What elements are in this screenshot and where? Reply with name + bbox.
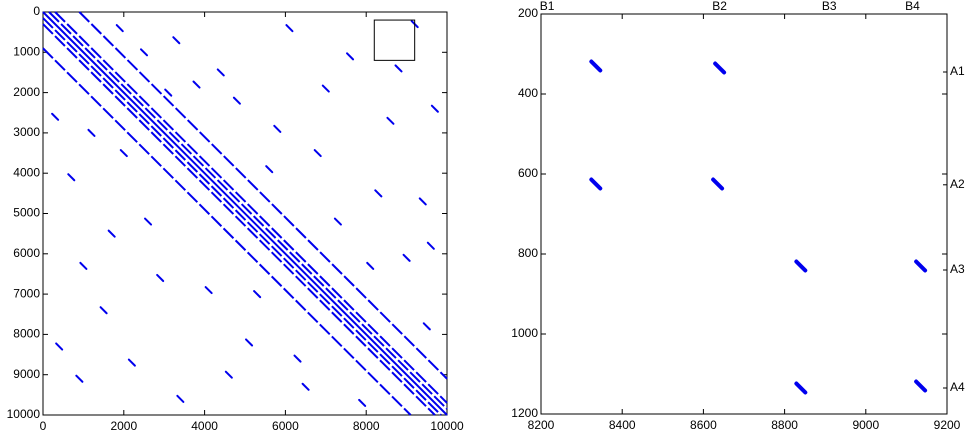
diagonal [42, 11, 448, 416]
sparse-entry [127, 358, 136, 367]
sparse-entry [204, 286, 213, 295]
sparse-entry [293, 354, 302, 363]
y-tick-label: 3000 [13, 125, 40, 139]
right-tick-label: A4 [950, 380, 965, 394]
sparse-entry [79, 261, 88, 270]
top-tick-label: B3 [822, 0, 837, 13]
sparse-entry [301, 382, 310, 391]
x-tick-label: 4000 [191, 419, 218, 433]
sparse-entry [156, 273, 165, 283]
right-tick-label: A2 [950, 177, 965, 191]
sparse-entry [253, 290, 262, 299]
x-tick-label: 2000 [110, 419, 137, 433]
y-tick-label: 1200 [511, 406, 538, 420]
sparse-entry [589, 177, 603, 191]
right-tick-label: A3 [950, 262, 965, 276]
top-tick-label: B4 [905, 0, 920, 13]
y-tick-label: 4000 [13, 165, 40, 179]
sparse-entry [176, 394, 185, 403]
y-tick-label: 10000 [7, 407, 41, 421]
diagonal [42, 17, 442, 416]
sparse-entry [914, 379, 928, 393]
right-tick-label: A1 [950, 64, 965, 78]
sparse-entry [273, 124, 282, 133]
x-tick-label: 9000 [852, 418, 879, 432]
top-tick-label: B1 [540, 0, 555, 13]
sparse-entry [426, 241, 435, 250]
sparse-entry [265, 165, 274, 174]
sparse-entry [232, 96, 241, 105]
diagonal [48, 11, 448, 410]
zoom-box [373, 19, 416, 61]
y-tick-label: 7000 [13, 286, 40, 300]
y-tick-label: 6000 [13, 246, 40, 260]
sparse-entry [321, 84, 330, 93]
sparse-entry [794, 381, 808, 395]
sparse-entry [358, 398, 367, 407]
sparse-entry [418, 197, 427, 206]
y-tick-label: 800 [518, 246, 538, 260]
sparse-entry [67, 173, 76, 182]
diagonal [78, 11, 448, 380]
y-tick-label: 1000 [13, 44, 40, 58]
x-tick-label: 8200 [528, 418, 555, 432]
sparse-entry [144, 217, 153, 226]
sparse-entry [75, 374, 84, 383]
y-tick-label: 0 [33, 4, 40, 18]
sparse-entry [374, 189, 383, 198]
diagonal [42, 47, 412, 416]
sparse-entry [192, 80, 201, 89]
sparse-entry [51, 112, 60, 121]
sparse-entry [55, 342, 64, 351]
x-tick-label: 8800 [771, 418, 798, 432]
x-tick-label: 9200 [934, 418, 961, 432]
x-tick-label: 6000 [272, 419, 299, 433]
y-tick-label: 2000 [13, 85, 40, 99]
sparse-entry [402, 253, 411, 262]
y-tick-label: 8000 [13, 327, 40, 341]
sparse-entry [914, 259, 928, 273]
sparse-entry [224, 370, 233, 379]
sparse-entry [430, 104, 439, 113]
y-tick-label: 5000 [13, 206, 40, 220]
sparse-entry [107, 229, 116, 238]
sparse-entry [139, 48, 149, 57]
top-tick-label: B2 [712, 0, 727, 13]
x-tick-label: 8600 [690, 418, 717, 432]
sparse-entry [119, 149, 128, 158]
plot-frame [540, 13, 948, 415]
sparse-entry [366, 261, 375, 270]
y-tick-label: 600 [518, 166, 538, 180]
sparse-entry [794, 259, 808, 273]
sparse-entry [245, 338, 254, 347]
sparse-entry [216, 68, 225, 77]
sparse-entry [346, 52, 355, 61]
sparse-entry [711, 177, 725, 191]
x-tick-label: 8000 [353, 419, 380, 433]
sparse-entry [285, 24, 294, 33]
x-tick-label: 0 [40, 419, 47, 433]
y-tick-label: 9000 [13, 367, 40, 381]
sparse-entry [394, 64, 403, 73]
sparse-entry [115, 24, 124, 33]
diagonal [42, 23, 436, 416]
sparse-entry [333, 217, 342, 226]
sparse-entry [313, 149, 322, 158]
sparse-entry [99, 306, 108, 315]
sparse-entry [164, 88, 173, 97]
diagonal [54, 11, 448, 404]
y-tick-label: 200 [518, 6, 538, 20]
sparse-entry [172, 36, 181, 45]
x-tick-label: 8400 [609, 418, 636, 432]
y-tick-label: 400 [518, 86, 538, 100]
sparse-entry [422, 322, 431, 331]
sparse-entry [87, 128, 96, 137]
sparse-entry [713, 61, 727, 75]
y-tick-label: 1000 [511, 326, 538, 340]
x-tick-label: 10000 [430, 419, 464, 433]
sparse-entry [386, 116, 395, 125]
sparse-entry [589, 59, 603, 73]
